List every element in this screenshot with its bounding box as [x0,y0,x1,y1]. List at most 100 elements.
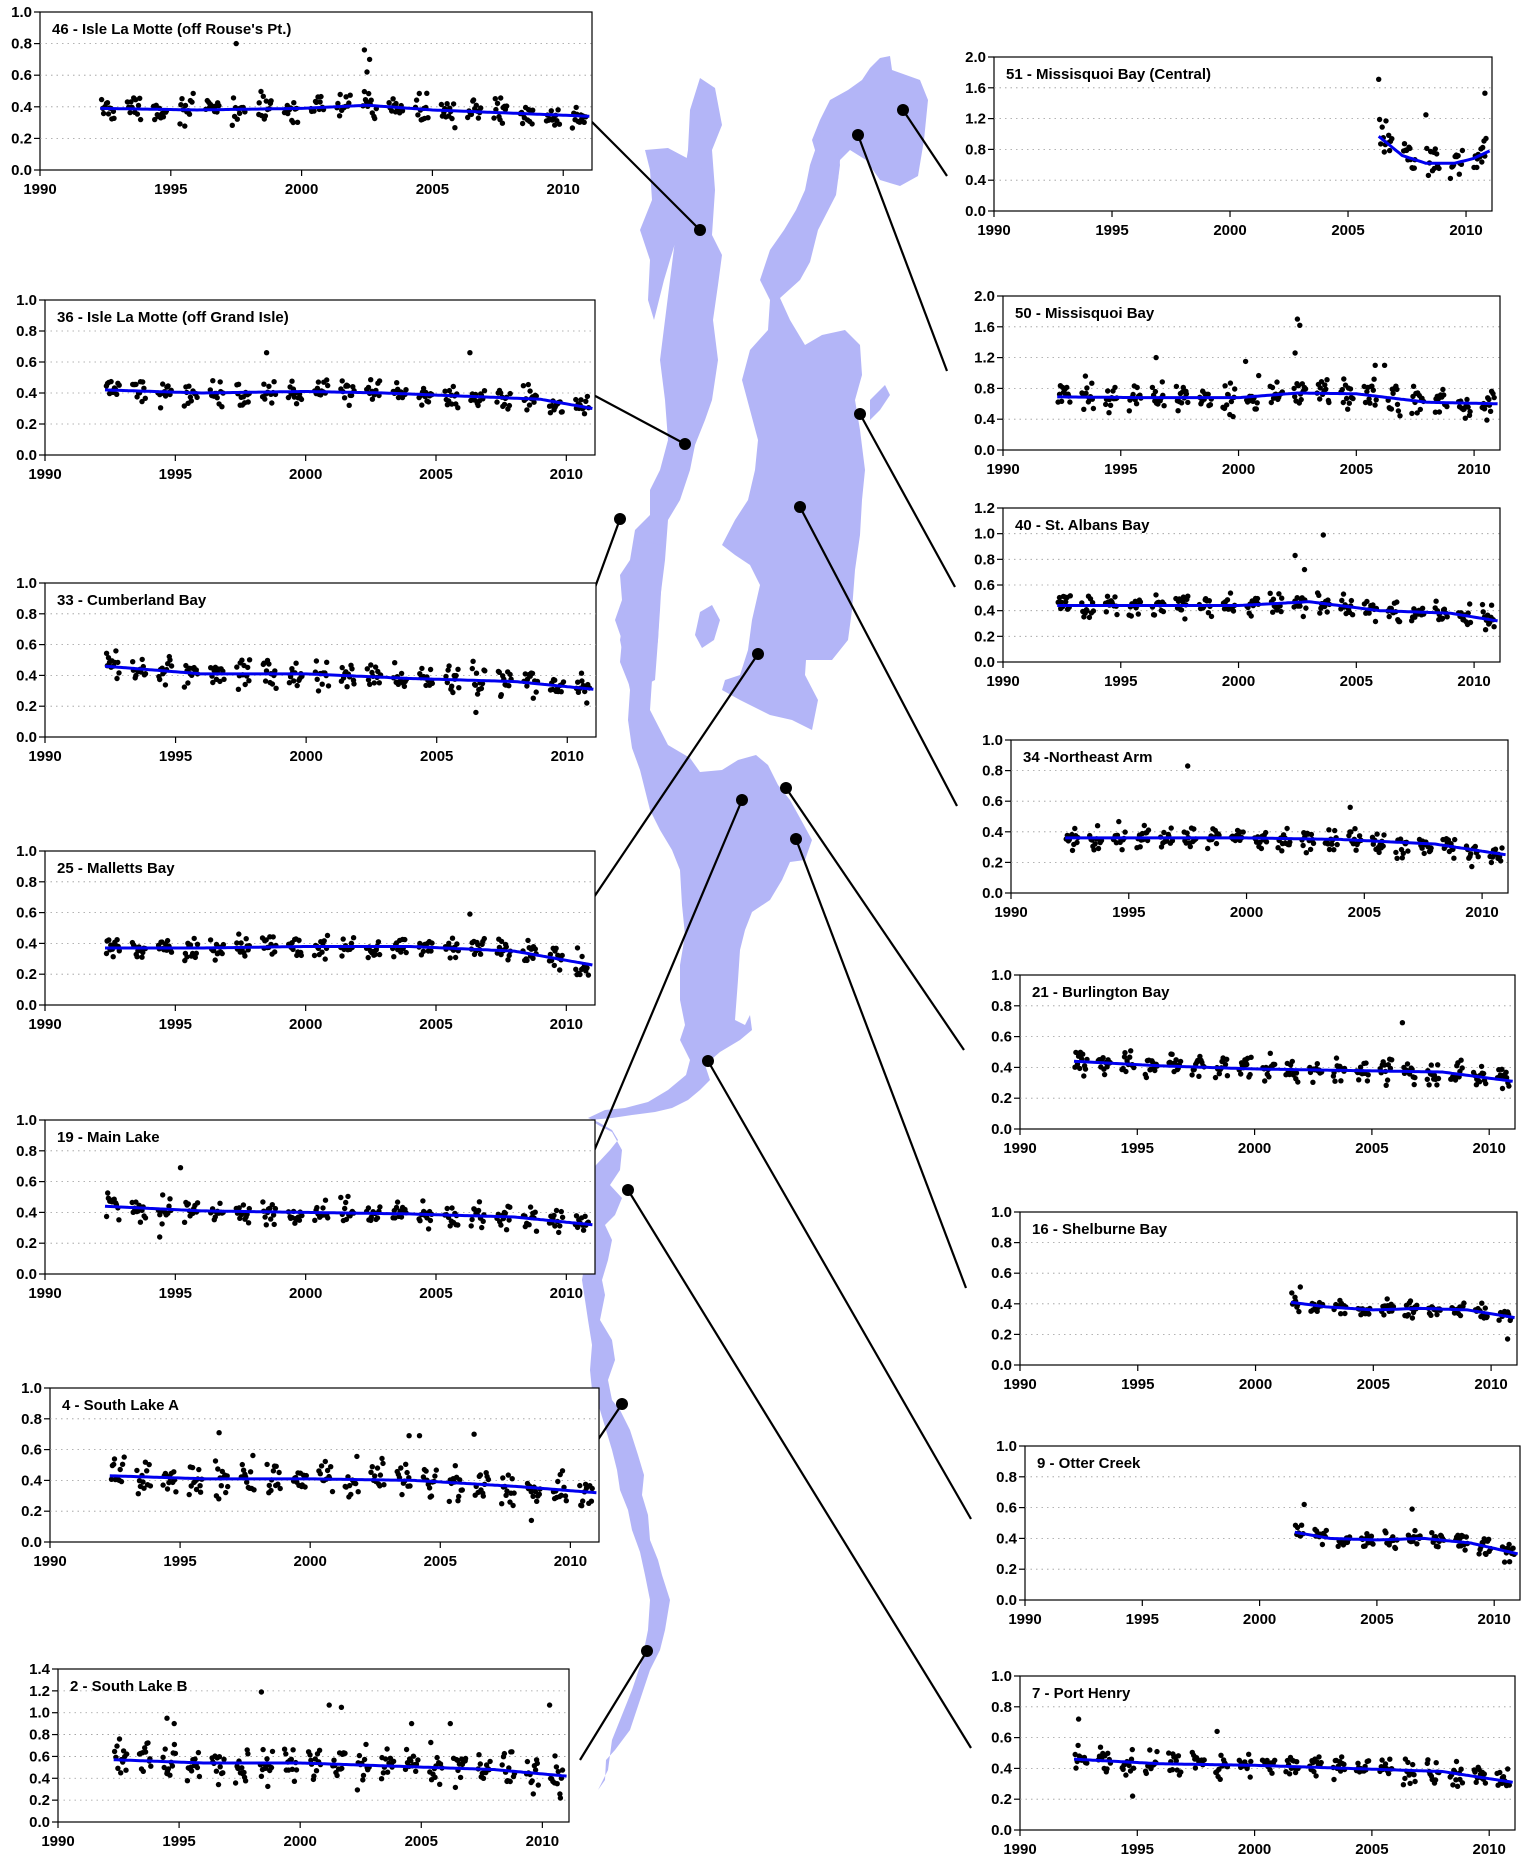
data-point-outlier [1301,1501,1307,1508]
data-point [363,1741,369,1748]
data-point [1458,1057,1464,1063]
plot-frame [39,11,593,171]
data-point [1370,1541,1376,1547]
data-point [1224,1073,1231,1079]
x-tick-label: 2010 [550,1285,583,1302]
data-point [1189,1072,1195,1078]
data-point [1488,859,1495,866]
y-tick-label: 0.2 [11,130,32,147]
data-point [338,1194,344,1201]
data-point [128,99,134,105]
data-point [294,682,300,689]
data-point [1372,618,1379,625]
data-point [1217,1776,1223,1783]
data-point [239,1461,245,1468]
data-point [311,108,317,114]
data-point [1366,396,1372,402]
data-point [1400,1782,1407,1788]
data-point [1486,1536,1492,1543]
y-tick-label: 1.0 [21,1380,42,1397]
data-point [1134,384,1140,391]
data-point [1387,1756,1393,1762]
data-point [194,394,200,401]
data-point [213,1768,220,1774]
panel-title: 9 - Otter Creek [1037,1455,1141,1472]
data-point [1105,1750,1111,1757]
y-tick-label: 0.4 [21,1472,43,1489]
data-point [573,104,579,111]
data-point [429,680,435,687]
data-point [437,1761,444,1767]
data-point [1154,1748,1160,1755]
data-point [1472,1769,1478,1775]
data-point [339,664,345,671]
data-point [345,1193,351,1200]
chart-panel-9: 0.0 0.2 0.4 0.6 0.8 1.0 1990 1995 2000 2005 2010 9 … [996,1438,1521,1628]
data-point [1302,386,1309,392]
y-tick-label: 0.6 [991,1029,1012,1046]
data-point [1506,1083,1512,1089]
chart-panel-51: 0.0 0.4 0.8 1.2 1.6 2.0 1990 1995 2000 2005 2010 51… [965,49,1493,239]
data-point [410,1753,417,1759]
data-point [1114,611,1120,618]
data-point [331,1757,337,1763]
data-point [165,383,171,389]
data-point [368,377,374,383]
data-point [247,1469,254,1475]
data-point [1279,595,1285,601]
chart-panel-34: 0.0 0.2 0.4 0.6 0.8 1.0 1990 1995 2000 2005 2010 34… [982,732,1509,921]
data-point [369,396,376,402]
x-tick-label: 1990 [28,1285,61,1302]
data-point [137,116,144,123]
data-point [503,1492,509,1499]
data-point-outlier [1294,316,1301,322]
data-point-outlier [164,1715,170,1721]
data-point [124,1751,130,1757]
data-point [108,1476,115,1483]
data-point [1303,850,1310,856]
data-point [1069,847,1076,854]
data-points [108,1430,595,1524]
data-point [262,1214,268,1220]
data-point [1168,825,1174,831]
data-point [1475,854,1481,860]
y-tick-label: 0.0 [16,729,37,746]
data-point [160,381,166,387]
data-point [1397,413,1403,419]
data-point [1272,1061,1278,1068]
data-point [195,1749,202,1756]
data-point [1287,839,1293,845]
x-tick-label: 1990 [986,461,1019,478]
data-point [1262,1078,1268,1084]
y-tick-label: 0.2 [974,628,995,645]
data-point [1254,595,1261,602]
data-point [391,954,397,960]
data-point [487,1758,493,1765]
y-tick-label: 0.6 [974,577,995,594]
data-point [1107,402,1114,408]
data-point [381,1482,387,1488]
data-point [1343,395,1350,402]
y-tick-label: 0.6 [16,905,37,922]
data-point [535,1782,541,1788]
data-point [1153,592,1159,598]
data-point [1433,1760,1439,1766]
data-point [1246,1751,1252,1758]
data-point [190,90,196,97]
data-point [573,396,579,403]
data-point-outlier [447,1720,453,1727]
data-point [558,689,564,695]
data-point-outlier [1185,763,1191,769]
data-point [167,1772,173,1778]
data-point [1058,398,1065,404]
data-point [221,676,227,682]
data-point-outlier [233,40,239,47]
data-point [1284,825,1290,832]
data-point [425,399,432,405]
data-point [325,382,331,389]
data-point [1264,1757,1270,1764]
lake-map [582,56,928,1790]
y-tick-label: 0.6 [16,1174,37,1191]
trend-line [109,1474,597,1495]
data-point [1178,1769,1184,1775]
